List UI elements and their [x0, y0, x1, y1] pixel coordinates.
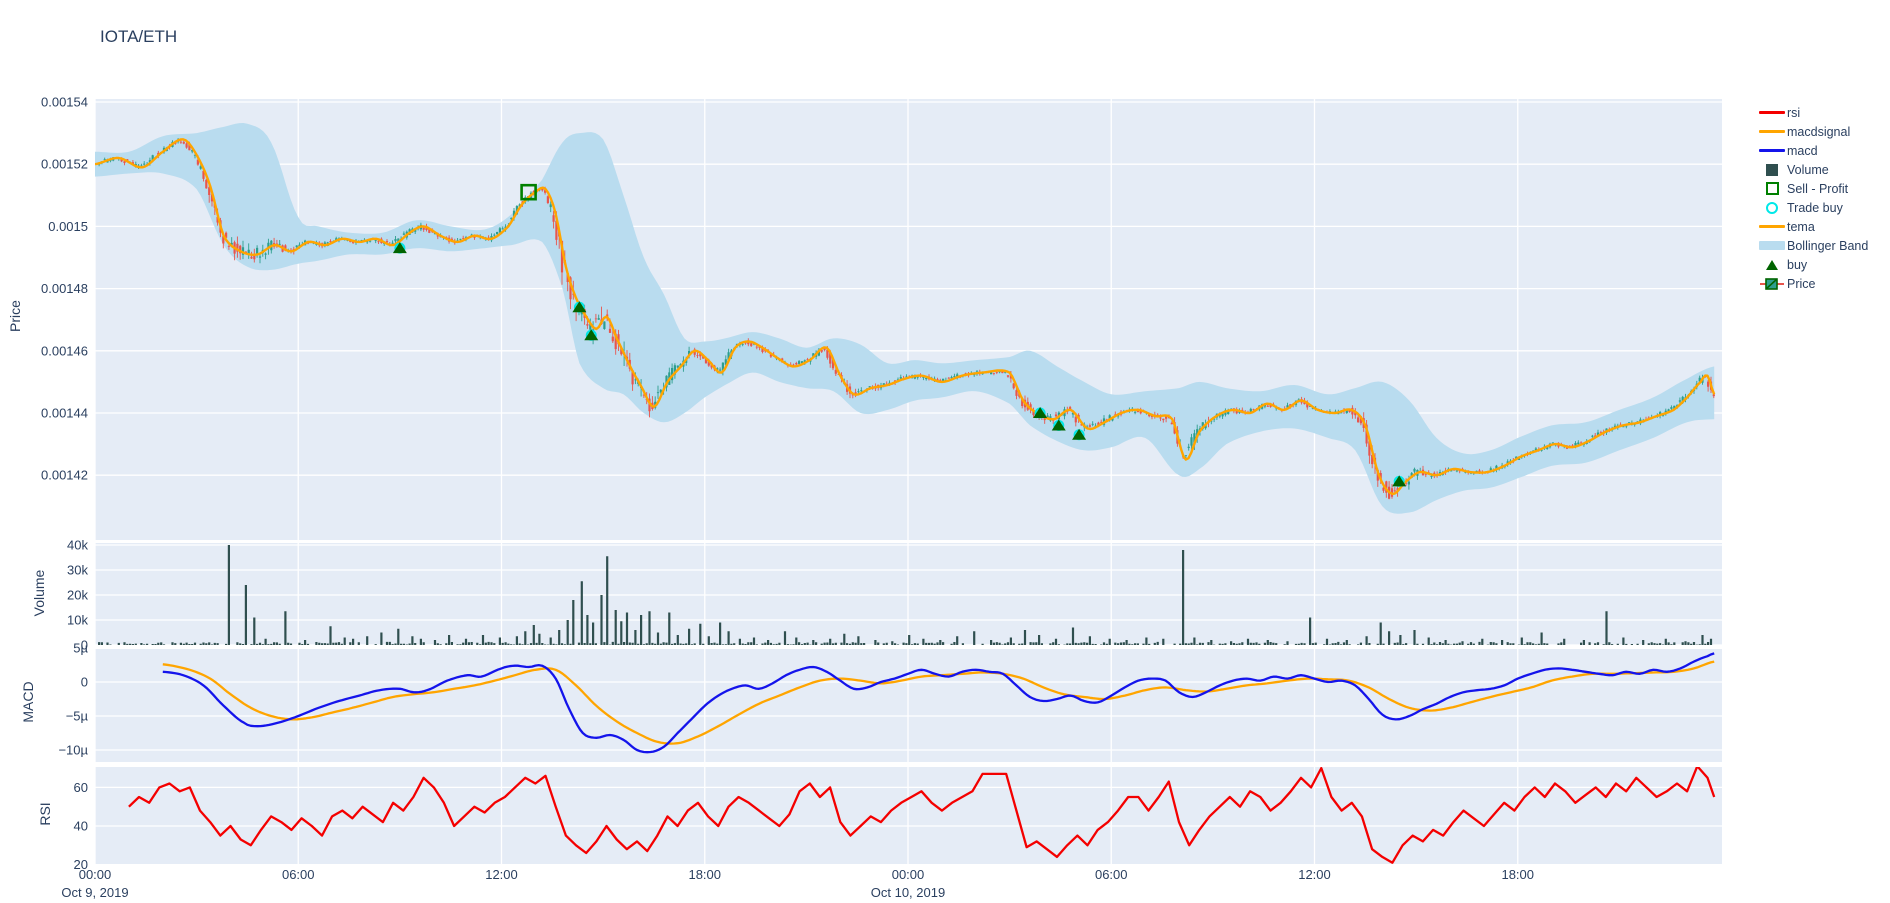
- svg-text:60: 60: [74, 780, 88, 795]
- legend-item-label: tema: [1787, 219, 1815, 234]
- legend-item-trade-buy[interactable]: Trade buy: [1757, 198, 1868, 217]
- svg-text:0.00152: 0.00152: [41, 157, 88, 172]
- legend-item-label: Trade buy: [1787, 200, 1843, 215]
- volume-square-icon: [1757, 163, 1787, 176]
- buy-marker: [1051, 419, 1066, 431]
- legend-item-label: Sell - Profit: [1787, 181, 1849, 196]
- macdsignal-line-icon: [1757, 130, 1787, 133]
- legend-item-tema[interactable]: tema: [1757, 217, 1868, 236]
- legend-item-rsi[interactable]: rsi: [1757, 103, 1868, 122]
- volume-panel[interactable]: 40k 30k 20k 10k 0: [67, 538, 1722, 653]
- x-axis-ticks: 00:00 06:00 12:00 18:00 00:00 06:00 12:00 18:00…: [61, 867, 1534, 900]
- svg-text:18:00: 18:00: [688, 867, 721, 882]
- macd-line: [162, 652, 1715, 754]
- svg-text:0: 0: [81, 638, 88, 653]
- buy-marker: [572, 301, 587, 313]
- trade-buy-circle-icon: [1757, 201, 1787, 214]
- buy-marker: [1033, 407, 1048, 418]
- sell-profit-square-icon: [1757, 182, 1787, 195]
- svg-text:−10µ: −10µ: [58, 743, 88, 758]
- svg-text:0.00142: 0.00142: [41, 468, 88, 483]
- svg-text:18:00: 18:00: [1501, 867, 1534, 882]
- price-candle-icon: [1757, 277, 1787, 291]
- buy-marker: [392, 242, 407, 254]
- legend-item-label: Price: [1787, 276, 1816, 291]
- buy-triangle-icon: [1757, 259, 1787, 270]
- svg-text:20k: 20k: [67, 588, 88, 603]
- legend-item-buy[interactable]: buy: [1757, 255, 1868, 274]
- sell-profit-marker: [520, 183, 537, 201]
- svg-text:00:00: 00:00: [892, 867, 925, 882]
- svg-text:0: 0: [81, 675, 88, 690]
- svg-text:Oct 10, 2019: Oct 10, 2019: [871, 885, 945, 900]
- buy-marker: [1072, 428, 1087, 440]
- tema-line-icon: [1757, 225, 1787, 228]
- legend-item-label: Volume: [1787, 162, 1829, 177]
- svg-text:06:00: 06:00: [282, 867, 315, 882]
- buy-marker: [584, 329, 599, 341]
- svg-text:−5µ: −5µ: [66, 709, 89, 724]
- svg-text:0.0015: 0.0015: [48, 219, 88, 234]
- legend-item-label: Bollinger Band: [1787, 238, 1869, 253]
- svg-text:40: 40: [74, 819, 88, 834]
- svg-text:0.00148: 0.00148: [41, 281, 88, 296]
- svg-text:06:00: 06:00: [1095, 867, 1128, 882]
- buy-marker: [1392, 475, 1407, 487]
- macd-line-icon: [1757, 149, 1787, 152]
- legend-item-macd[interactable]: macd: [1757, 141, 1868, 160]
- legend-item-bollinger[interactable]: Bollinger Band: [1757, 236, 1868, 255]
- svg-text:0.00144: 0.00144: [41, 406, 88, 421]
- svg-text:00:00: 00:00: [79, 867, 112, 882]
- bollinger-band-area: [95, 123, 1715, 514]
- legend-item-label: rsi: [1787, 105, 1801, 120]
- legend-item-price[interactable]: Price: [1757, 274, 1868, 293]
- svg-text:0.00146: 0.00146: [41, 343, 88, 358]
- rsi-panel[interactable]: 60 40 20: [74, 766, 1722, 872]
- legend-item-sell-profit[interactable]: Sell - Profit: [1757, 179, 1868, 198]
- svg-text:30k: 30k: [67, 563, 88, 578]
- svg-text:Oct 9, 2019: Oct 9, 2019: [61, 885, 128, 900]
- svg-text:20: 20: [74, 857, 88, 872]
- macd-panel[interactable]: 5µ0−5µ−10µ: [58, 641, 1722, 763]
- legend-item-macdsignal[interactable]: macdsignal: [1757, 122, 1868, 141]
- rsi-line: [128, 767, 1716, 864]
- svg-text:12:00: 12:00: [485, 867, 518, 882]
- chart-title: IOTA/ETH: [100, 27, 178, 46]
- svg-text:5µ: 5µ: [73, 641, 88, 656]
- legend-item-volume[interactable]: Volume: [1757, 160, 1868, 179]
- price-panel[interactable]: 0.00154 0.00152 0.0015 0.00148 0.00146 0.0014…: [41, 95, 1722, 541]
- legend-item-label: macdsignal: [1787, 124, 1851, 139]
- legend-item-label: macd: [1787, 143, 1818, 158]
- legend: rsi macdsignal macd Volume Sell - Profit…: [1757, 103, 1868, 293]
- svg-text:0.00154: 0.00154: [41, 95, 88, 110]
- svg-text:12:00: 12:00: [1298, 867, 1331, 882]
- rsi-line-icon: [1757, 111, 1787, 114]
- legend-item-label: buy: [1787, 257, 1808, 272]
- svg-text:40k: 40k: [67, 538, 88, 553]
- tema-line: [95, 138, 1716, 496]
- bollinger-band-icon: [1757, 241, 1787, 250]
- svg-text:10k: 10k: [67, 613, 88, 628]
